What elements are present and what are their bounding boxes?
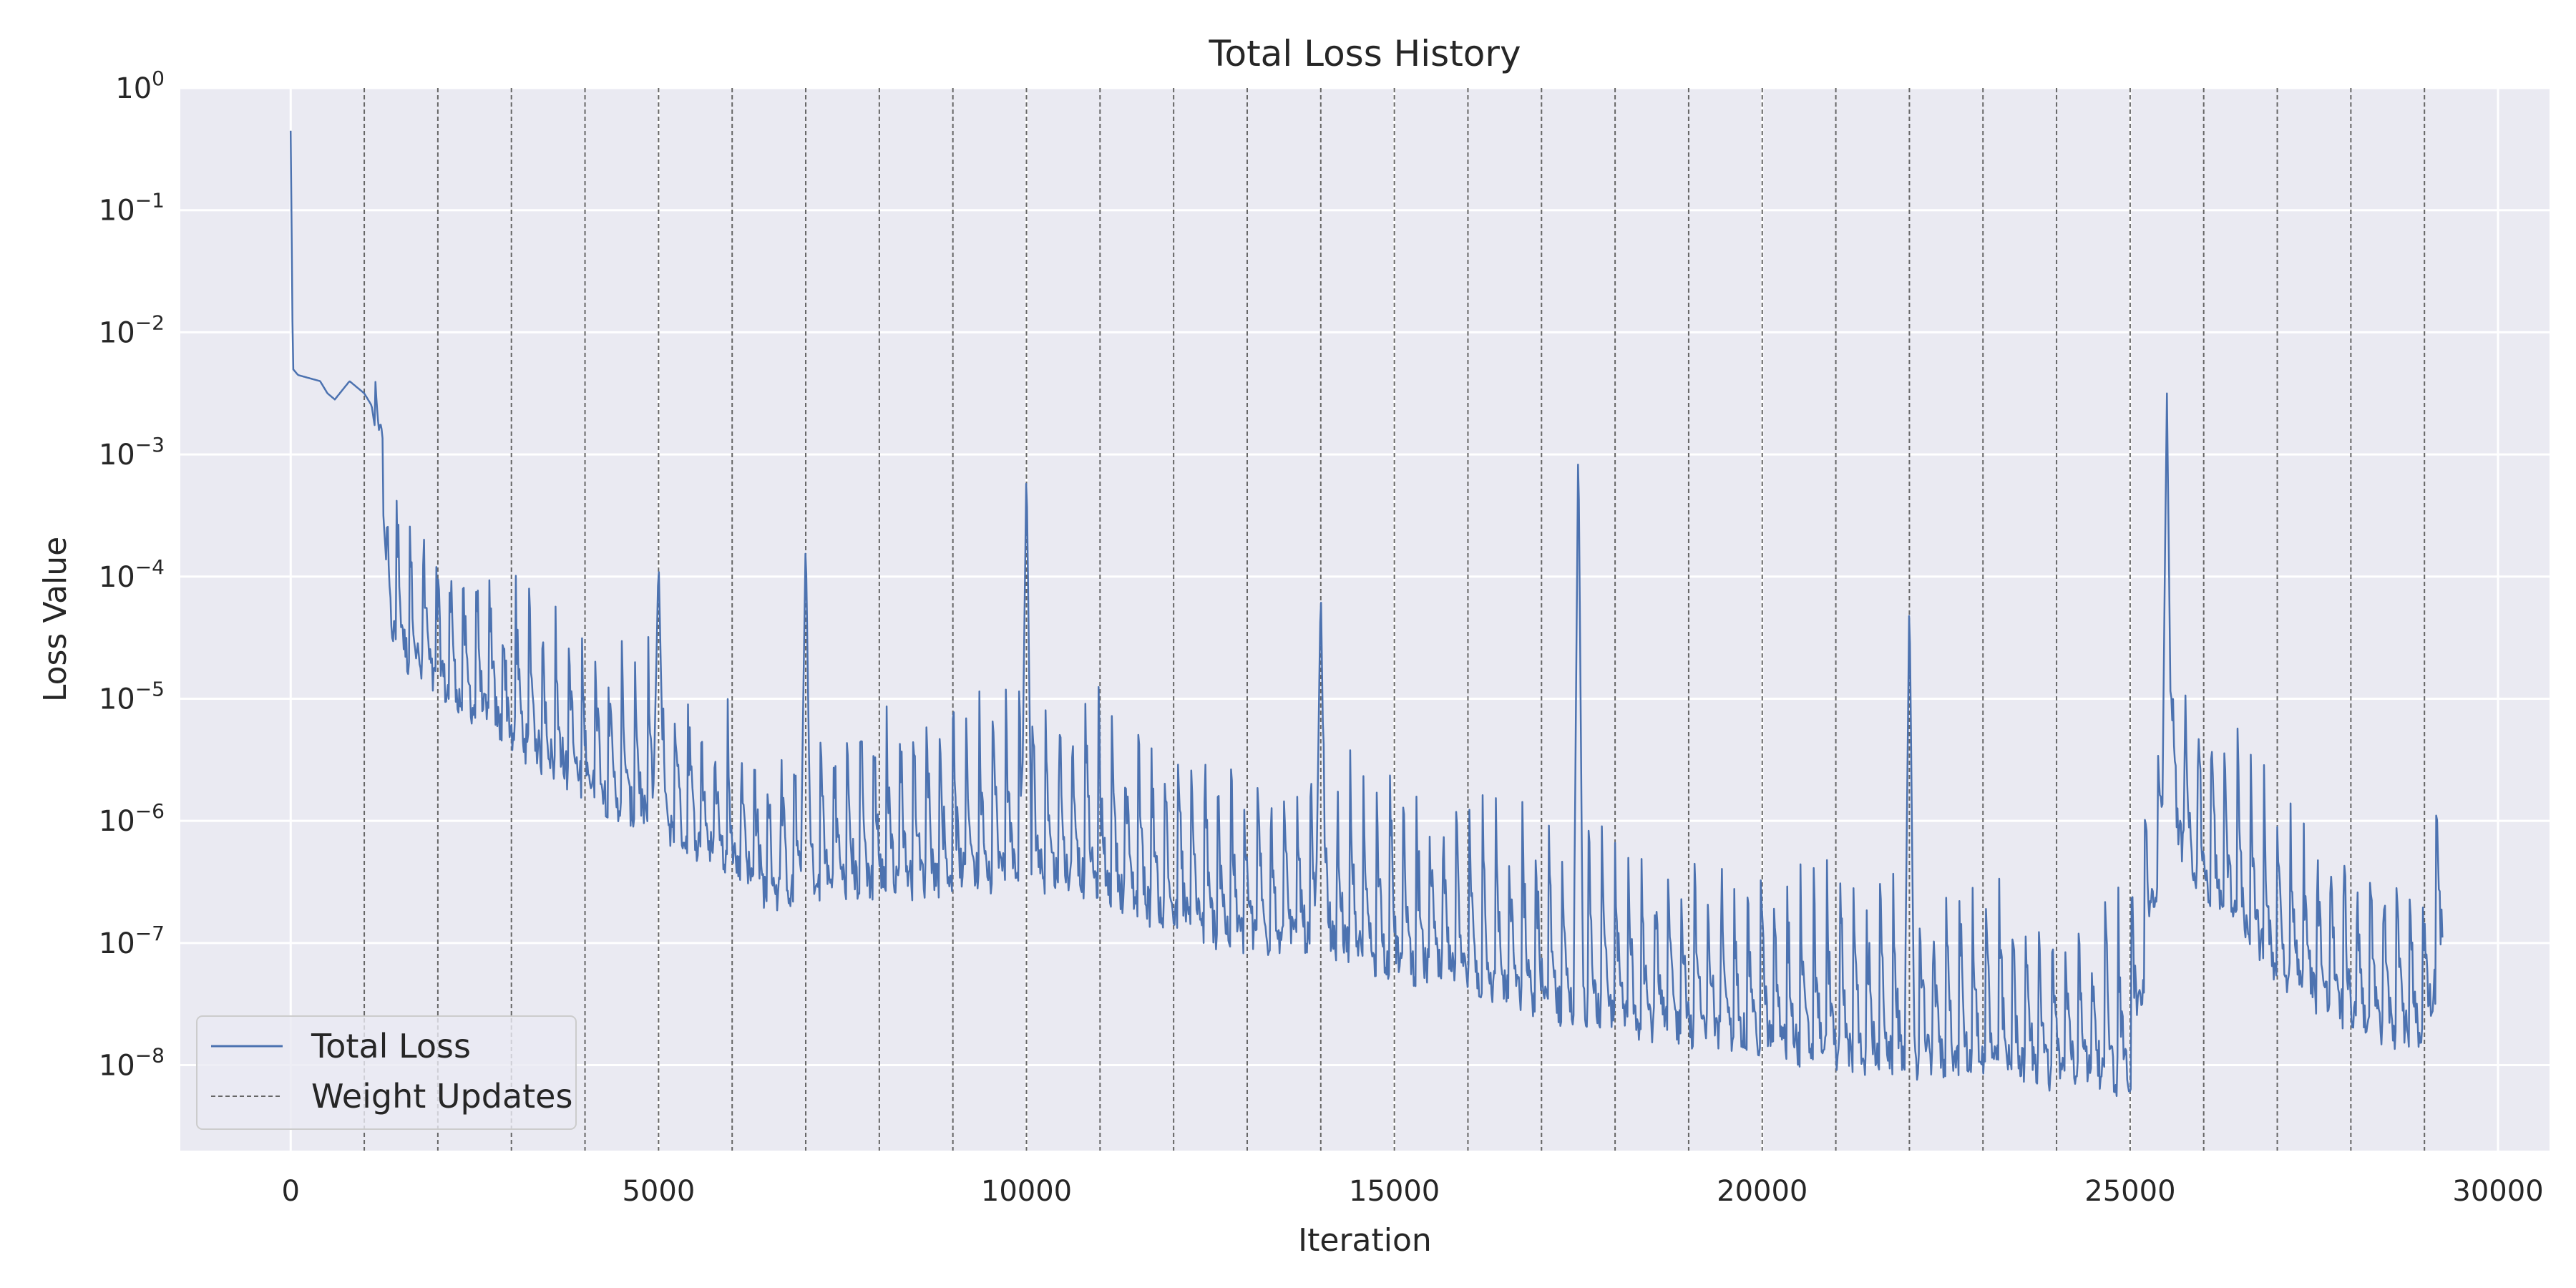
legend-box — [196, 1015, 577, 1130]
x-tick-label: 5000 — [622, 1175, 695, 1208]
y-tick-label: 10−7 — [99, 922, 165, 960]
chart-title: Total Loss History — [1208, 33, 1521, 74]
legend-label-weight-updates: Weight Updates — [311, 1077, 572, 1116]
x-tick-label: 30000 — [2452, 1175, 2543, 1208]
y-tick-label: 100 — [115, 67, 165, 105]
x-tick-label: 20000 — [1717, 1175, 1807, 1208]
x-axis-ticks: 0 5000 10000 15000 20000 25000 30000 — [282, 1175, 2544, 1208]
x-tick-label: 0 — [282, 1175, 300, 1208]
y-tick-label: 10−8 — [99, 1044, 165, 1083]
x-tick-label: 25000 — [2084, 1175, 2175, 1208]
total-loss-line — [289, 130, 2444, 1098]
y-tick-label: 10−1 — [99, 189, 165, 228]
x-tick-label: 15000 — [1349, 1175, 1440, 1208]
loss-series — [289, 130, 2444, 1098]
y-axis-ticks: 100 10−1 10−2 10−3 10−4 10−5 10−6 10−7 10−8 — [99, 67, 165, 1083]
x-tick-label: 10000 — [981, 1175, 1072, 1208]
y-tick-label: 10−4 — [99, 555, 165, 594]
plot-area — [180, 88, 2550, 1151]
legend: Total Loss Weight Updates — [196, 1015, 577, 1130]
y-tick-label: 10−3 — [99, 433, 165, 472]
y-tick-label: 10−6 — [99, 799, 165, 838]
y-axis-label: Loss Value — [37, 537, 74, 702]
y-tick-label: 10−2 — [99, 311, 165, 349]
y-tick-label: 10−5 — [99, 677, 165, 716]
x-axis-label: Iteration — [1298, 1222, 1432, 1259]
legend-label-total-loss: Total Loss — [311, 1027, 471, 1065]
